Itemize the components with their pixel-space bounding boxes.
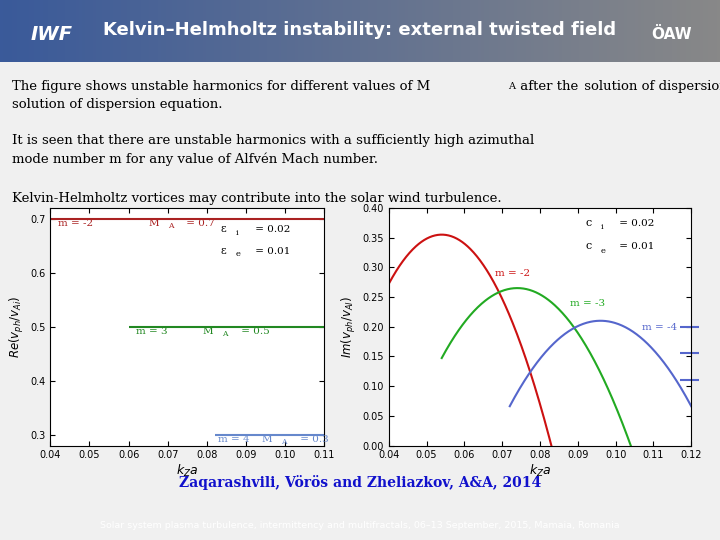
Text: mode number m for any value of Alfvén Mach number.: mode number m for any value of Alfvén Ma… [12,152,378,166]
Text: Zaqarashvili, Vörös and Zheliazkov, A&A, 2014: Zaqarashvili, Vörös and Zheliazkov, A&A,… [179,475,541,490]
Text: e: e [236,251,241,259]
Text: i: i [600,223,603,231]
Text: = 0.02: = 0.02 [252,225,290,234]
Text: Kelvin-Helmholtz vortices may contribute into the solar wind turbulence.: Kelvin-Helmholtz vortices may contribute… [12,192,502,205]
Text: m = -2: m = -2 [58,219,94,228]
Text: Solar system plasma turbulence, intermittency and multifractals, 06–13 September: Solar system plasma turbulence, intermit… [100,521,620,530]
Text: IWF: IWF [31,25,73,44]
Y-axis label: $Re(v_{ph}/v_{Ai})$: $Re(v_{ph}/v_{Ai})$ [8,295,26,358]
Text: A: A [508,82,515,91]
Text: i: i [236,229,239,237]
Text: A: A [168,222,173,231]
Text: m = 4: m = 4 [218,435,250,444]
Text: c: c [585,218,592,228]
Text: e: e [600,247,606,255]
Text: = 0.01: = 0.01 [252,247,290,256]
Text: M: M [203,327,213,336]
Text: = 0.3: = 0.3 [297,435,328,444]
Text: Kelvin–Helmholtz instability: external twisted field: Kelvin–Helmholtz instability: external t… [104,21,616,39]
Text: A: A [222,330,228,339]
Text: A: A [281,438,287,447]
Text: = 0.5: = 0.5 [238,327,270,336]
Text: c: c [585,241,592,252]
Text: m = -4: m = -4 [642,323,678,332]
X-axis label: $k_Z a$: $k_Z a$ [528,463,552,479]
Text: ÖAW: ÖAW [652,26,693,42]
Y-axis label: $Im(v_{ph}/v_{Al})$: $Im(v_{ph}/v_{Al})$ [340,296,358,357]
Text: M: M [261,435,272,444]
Text: = 0.7: = 0.7 [184,219,215,228]
Text: ε: ε [220,224,226,234]
Text: m = -3: m = -3 [570,299,606,308]
Text: m = 3: m = 3 [136,327,168,336]
X-axis label: $k_Z a$: $k_Z a$ [176,463,199,479]
Text: solution of dispersion equation.: solution of dispersion equation. [12,98,222,111]
Text: m = -2: m = -2 [495,269,530,278]
Text: The figure shows unstable harmonics for different values of M: The figure shows unstable harmonics for … [12,80,431,93]
Text: = 0.02: = 0.02 [616,219,654,228]
Text: solution of dispersion equation.: solution of dispersion equation. [580,80,720,93]
Text: after the: after the [516,80,578,93]
Text: = 0.01: = 0.01 [616,242,654,252]
Text: It is seen that there are unstable harmonics with a sufficiently high azimuthal: It is seen that there are unstable harmo… [12,134,534,147]
Text: ε: ε [220,246,226,256]
Text: M: M [148,219,158,228]
